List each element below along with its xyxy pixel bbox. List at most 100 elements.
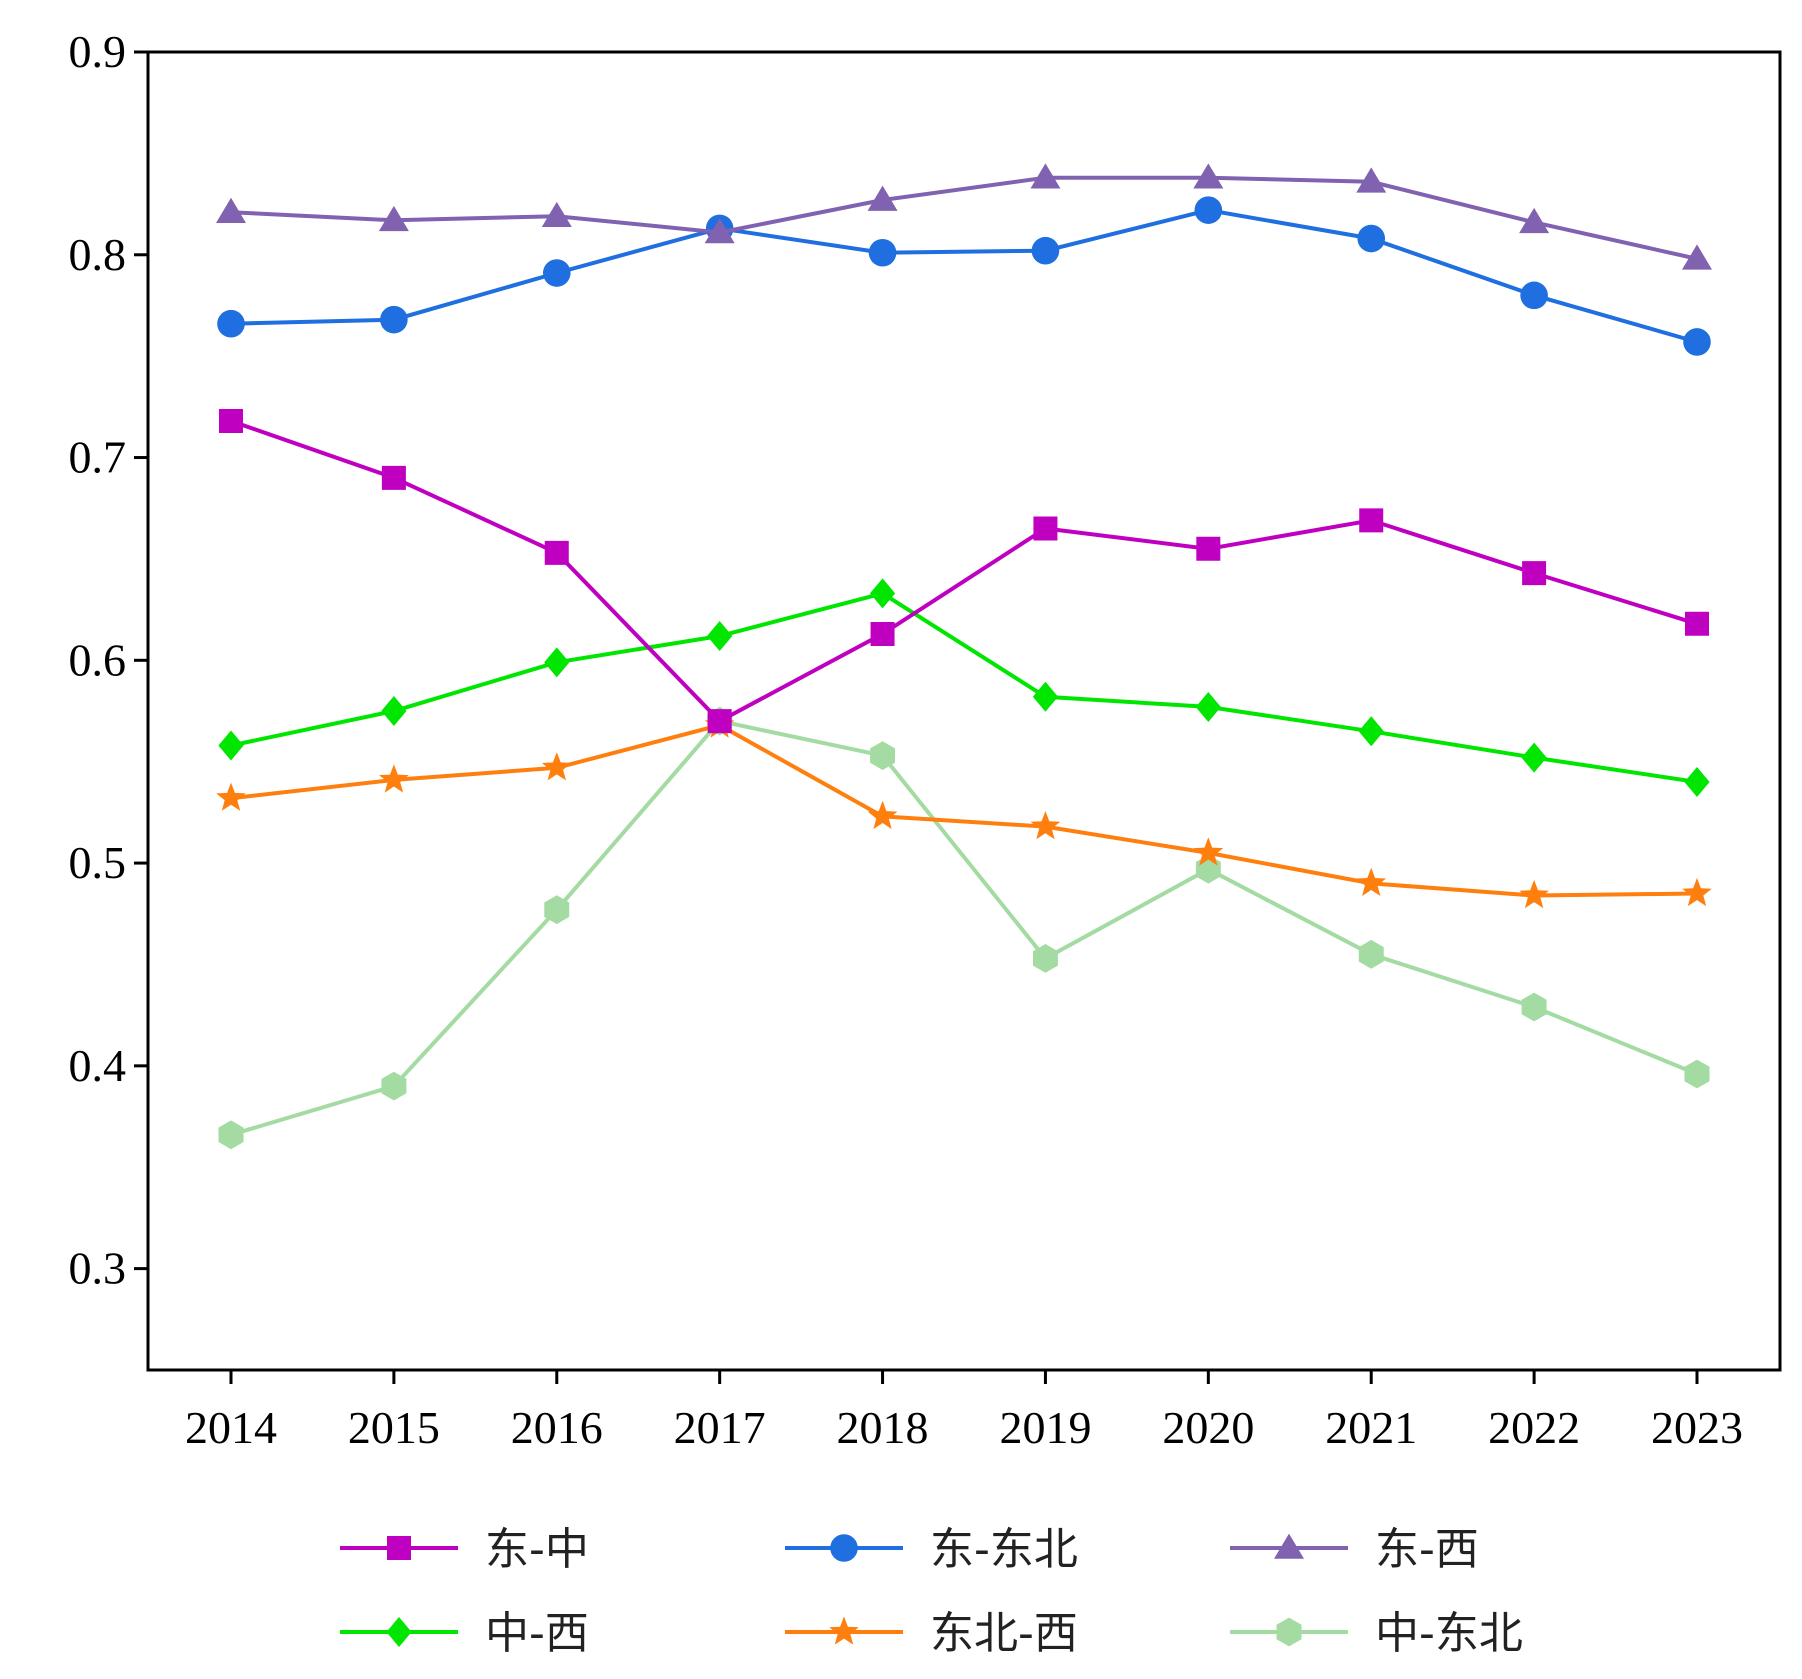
data-point <box>544 647 570 678</box>
x-tick-label: 2018 <box>837 1402 929 1453</box>
data-point <box>216 197 246 223</box>
data-point <box>1683 328 1711 356</box>
data-point <box>1357 224 1386 253</box>
y-tick-label: 0.7 <box>69 432 127 483</box>
data-point <box>1196 536 1221 561</box>
data-point <box>379 764 409 793</box>
data-point <box>868 238 897 267</box>
data-point <box>217 309 245 338</box>
data-point <box>1356 167 1387 193</box>
y-tick-label: 0.3 <box>69 1243 127 1294</box>
data-point <box>544 895 570 925</box>
data-point <box>869 578 896 609</box>
legend-item: 东-西 <box>1230 1524 1479 1575</box>
legend-item: 东-中 <box>340 1524 589 1575</box>
y-tick-label: 0.8 <box>69 229 127 280</box>
series-3 <box>218 578 1710 797</box>
data-point <box>216 782 246 811</box>
data-point <box>1030 811 1061 840</box>
legend-label: 东-东北 <box>930 1524 1078 1575</box>
data-point <box>867 800 898 830</box>
legend-label: 中-西 <box>485 1608 589 1659</box>
y-tick-label: 0.9 <box>69 26 127 77</box>
series-line <box>230 591 1698 784</box>
data-point <box>707 709 732 734</box>
x-tick-label: 2015 <box>348 1402 440 1453</box>
series-line <box>230 723 1698 898</box>
data-point <box>707 620 733 651</box>
legend-marker <box>830 1534 858 1562</box>
legend-marker <box>829 1616 859 1645</box>
data-point <box>541 752 572 781</box>
data-point <box>1031 236 1060 265</box>
legend-item: 东北-西 <box>785 1608 1078 1659</box>
series-line <box>230 175 1698 261</box>
data-point <box>1195 691 1221 722</box>
series-layer <box>216 163 1712 1150</box>
series-line <box>230 208 1698 344</box>
data-point <box>1521 742 1547 773</box>
legend-marker <box>387 1536 411 1560</box>
data-point <box>378 205 409 232</box>
data-point <box>1358 939 1384 969</box>
x-tick-label: 2021 <box>1325 1402 1417 1453</box>
data-point <box>218 1120 244 1150</box>
data-point <box>1684 766 1710 797</box>
data-point <box>1033 516 1058 541</box>
data-point <box>381 696 407 726</box>
data-point <box>1682 877 1712 907</box>
legend-item: 东-东北 <box>785 1524 1078 1575</box>
data-point <box>1194 196 1223 224</box>
data-point <box>1685 611 1709 636</box>
data-point <box>542 259 571 287</box>
data-point <box>870 621 895 646</box>
x-tick-label: 2014 <box>185 1402 277 1453</box>
x-tick-label: 2017 <box>674 1402 766 1453</box>
axes: 0.3 0.4 0.5 0.6 0.7 0.8 0.9 2014 2015 2016 2017 201… <box>69 26 1782 1453</box>
data-point <box>1359 508 1384 533</box>
data-point <box>1193 163 1224 189</box>
legend-label: 东北-西 <box>930 1608 1078 1659</box>
y-tick-label: 0.6 <box>69 634 127 685</box>
series-0 <box>219 409 1709 734</box>
data-point <box>380 305 408 334</box>
data-point <box>1519 207 1550 234</box>
legend: 东-中 东-东北 东-西中-西 东北-西 中-东北 <box>340 1524 1523 1659</box>
x-tick-label: 2022 <box>1488 1402 1580 1453</box>
plot-frame <box>146 50 1782 1372</box>
legend-marker <box>386 1617 412 1647</box>
data-point <box>381 465 406 490</box>
data-point <box>1684 1059 1710 1089</box>
data-point <box>1030 163 1061 189</box>
data-point <box>867 185 898 211</box>
data-point <box>1519 879 1549 909</box>
y-tick-label: 0.4 <box>69 1040 127 1091</box>
data-point <box>1520 281 1548 310</box>
data-point <box>870 741 895 770</box>
series-line <box>230 718 1698 1137</box>
data-point <box>1358 716 1384 747</box>
x-tick-label: 2019 <box>999 1402 1091 1453</box>
x-tick-label: 2023 <box>1651 1402 1743 1453</box>
data-point <box>704 218 735 244</box>
series-2 <box>216 163 1712 270</box>
data-point <box>541 201 572 228</box>
data-point <box>381 1071 407 1101</box>
legend-item: 中-西 <box>340 1608 589 1659</box>
data-point <box>1522 561 1547 586</box>
legend-label: 中-东北 <box>1375 1608 1523 1659</box>
legend-label: 东-中 <box>485 1524 589 1575</box>
legend-marker <box>1276 1617 1302 1647</box>
series-1 <box>217 196 1711 356</box>
data-point <box>219 409 243 434</box>
data-point <box>1682 244 1712 270</box>
series-line <box>230 419 1698 724</box>
legend-item: 中-东北 <box>1230 1608 1523 1659</box>
data-point <box>1193 837 1224 866</box>
y-tick-label: 0.5 <box>69 837 127 888</box>
data-point <box>1033 944 1058 973</box>
data-point <box>1032 681 1059 712</box>
data-point <box>1521 992 1547 1022</box>
